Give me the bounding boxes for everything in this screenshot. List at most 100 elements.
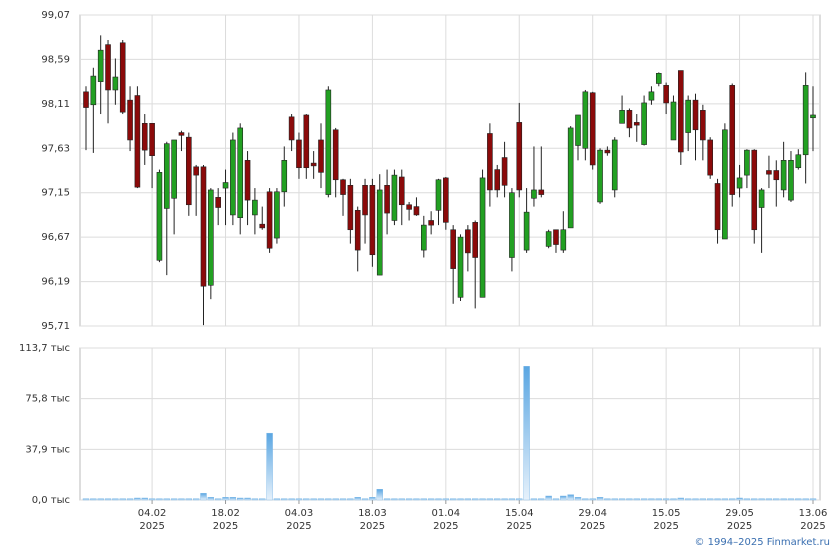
candle-body xyxy=(611,139,618,191)
volume-bar xyxy=(281,498,288,501)
y-tick-label: 97,15 xyxy=(41,188,70,199)
candle-body xyxy=(597,149,603,203)
y-tick-label: 96,19 xyxy=(41,277,70,288)
candle-body xyxy=(457,236,464,298)
volume-bar xyxy=(582,498,589,501)
candle-body xyxy=(780,160,787,191)
candle-body xyxy=(501,157,508,186)
volume-bar xyxy=(237,497,244,501)
volume-bar xyxy=(567,494,574,501)
candle-body xyxy=(531,189,537,199)
candle-body xyxy=(134,95,141,188)
candle-body xyxy=(156,172,163,261)
volume-bar xyxy=(765,498,773,501)
volume-bar xyxy=(523,366,530,501)
volume-bar xyxy=(611,498,618,501)
candle-body xyxy=(119,42,126,113)
candle-body xyxy=(604,149,611,154)
volume-bar xyxy=(413,498,420,501)
volume-bar xyxy=(420,498,427,501)
candle-body xyxy=(582,91,589,149)
volume-bar xyxy=(427,498,435,501)
volume-bar xyxy=(501,498,508,501)
volume-frame xyxy=(79,347,821,501)
volume-bar xyxy=(670,498,677,501)
volume-bar xyxy=(214,498,222,501)
volume-bar xyxy=(729,498,736,501)
candle-body xyxy=(487,133,493,191)
volume-bar xyxy=(303,498,310,501)
candle-body xyxy=(274,191,280,239)
candle-body xyxy=(465,229,471,254)
candle-body xyxy=(413,206,420,216)
volume-bar xyxy=(178,498,185,501)
volume-bar xyxy=(266,432,273,501)
candle-body xyxy=(406,204,412,210)
volume-bar xyxy=(325,498,332,501)
candle-body xyxy=(685,99,691,133)
candle-body xyxy=(200,166,207,287)
volume-bar xyxy=(530,498,538,501)
volume-bar xyxy=(244,497,251,501)
volume-bar xyxy=(398,498,405,501)
candle-body xyxy=(354,210,361,251)
candle-body xyxy=(376,189,383,276)
volume-bar xyxy=(802,498,809,501)
volume-bar xyxy=(361,498,369,501)
volume-bar xyxy=(706,498,714,501)
volume-bar xyxy=(347,498,354,501)
volume-bar xyxy=(185,498,193,501)
volume-bar xyxy=(273,498,281,501)
candle-body xyxy=(215,197,221,208)
candle-body xyxy=(626,110,633,129)
candle-body xyxy=(303,114,310,169)
candle-body xyxy=(758,189,765,208)
candle-body xyxy=(443,177,449,223)
candle-body xyxy=(259,223,266,229)
x-tick-label: 13.06 2025 xyxy=(799,508,828,532)
candle-body xyxy=(707,139,713,176)
candle-body xyxy=(575,114,581,146)
y-tick-label: 98,11 xyxy=(41,99,70,110)
candle-body xyxy=(509,192,515,258)
candle-body xyxy=(692,99,699,131)
volume-bar xyxy=(545,495,552,501)
candle-body xyxy=(560,229,567,251)
volume-bar xyxy=(383,498,391,501)
candle-body xyxy=(112,76,119,91)
candle-body xyxy=(619,110,625,124)
candle-body xyxy=(655,73,662,84)
candle-body xyxy=(230,139,236,216)
volume-bar xyxy=(112,498,119,501)
candle-body xyxy=(332,129,339,181)
candle-body xyxy=(171,139,177,199)
candle-body xyxy=(105,44,111,91)
volume-bar xyxy=(170,498,178,501)
x-tick-label: 18.02 2025 xyxy=(211,508,240,532)
candle-body xyxy=(163,143,170,209)
volume-bar xyxy=(809,498,817,501)
volume-bar xyxy=(743,498,751,501)
volume-bar xyxy=(677,497,685,501)
volume-bar xyxy=(596,497,604,501)
x-tick-label: 18.03 2025 xyxy=(358,508,387,532)
volume-bar xyxy=(141,497,148,501)
candle-body xyxy=(208,189,214,286)
candle-body xyxy=(237,127,244,219)
volume-bar xyxy=(97,498,104,501)
y-tick-label: 95,71 xyxy=(41,321,70,332)
candle-body xyxy=(288,116,295,141)
candle-body xyxy=(384,185,390,214)
y-tick-label: 98,59 xyxy=(41,54,70,65)
candle-body xyxy=(149,122,155,156)
volume-bar xyxy=(259,498,266,501)
candle-body xyxy=(523,211,530,251)
volume-bar xyxy=(721,498,729,501)
volume-bar xyxy=(317,498,325,501)
y-tick-label: 75,8 тыс xyxy=(25,394,70,405)
volume-bar xyxy=(655,498,662,501)
volume-bar xyxy=(692,498,699,501)
volume-bar xyxy=(787,498,795,501)
volume-bar xyxy=(90,498,97,501)
candle-body xyxy=(450,229,456,269)
